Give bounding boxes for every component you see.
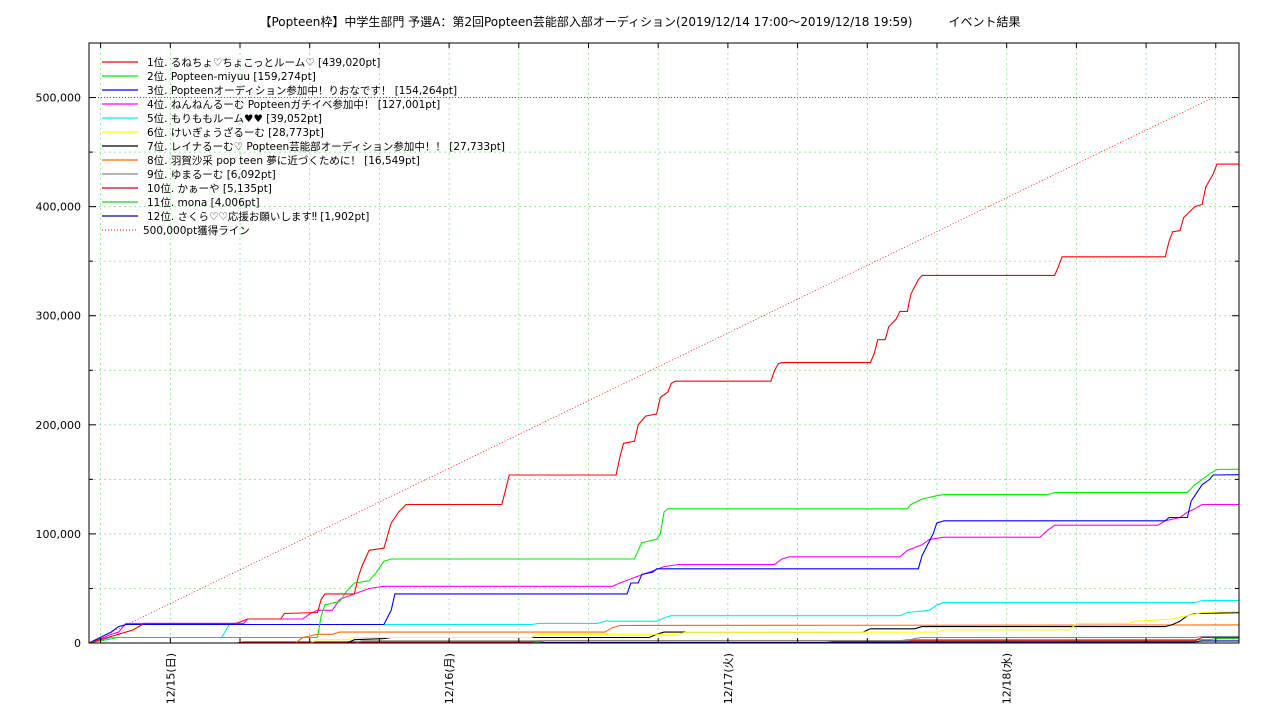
axis-ticks: 0 100,000 200,000 300,000 400,000 500,000 12/1…	[36, 43, 1239, 704]
chart-title: 【Popteen枠】中学生部門 予選A：第2回Popteen芸能部入部オーディシ…	[259, 15, 1021, 29]
legend-entry: 1位. るねちょ♡ちょこっとルーム♡ [439,020pt]	[147, 56, 380, 69]
series-line	[88, 468, 1240, 644]
y-tick-label: 400,000	[36, 201, 82, 214]
legend-entry: 6位. けいぎょうざるーむ [28,773pt]	[147, 126, 324, 139]
legend-entry: 11位. mona [4,006pt]	[147, 196, 260, 209]
legend-entry: 3位. Popteenオーディション参加中！りおなです！ [154,264pt]	[147, 84, 457, 97]
grid	[89, 43, 1239, 643]
series-line	[89, 635, 1240, 644]
series-line	[89, 624, 1240, 644]
y-tick-label: 0	[74, 637, 81, 650]
x-tick-label: 12/18(水)	[1001, 653, 1014, 704]
target-line-pace	[88, 97, 1214, 644]
legend-entry: 12位. さくら♡♡応援お願いします‼ [1,902pt]	[147, 210, 369, 223]
x-tick-label: 12/15(日)	[164, 653, 177, 704]
target-line	[88, 97, 1239, 644]
y-tick-label: 500,000	[36, 92, 82, 105]
series-line	[88, 599, 1240, 644]
x-tick-label: 12/16(月)	[443, 653, 456, 704]
legend: 1位. るねちょ♡ちょこっとルーム♡ [439,020pt]2位. Poptee…	[102, 56, 505, 237]
plot-frame	[88, 42, 1240, 644]
series-line	[88, 503, 1239, 644]
series-line	[88, 163, 1239, 644]
legend-entry: 10位. かぁーや [5,135pt]	[147, 182, 272, 195]
series-lines	[88, 163, 1240, 644]
y-tick-label: 300,000	[36, 310, 82, 323]
x-tick-label: 12/17(火)	[722, 653, 735, 704]
legend-entry: 2位. Popteen-miyuu [159,274pt]	[147, 70, 316, 83]
y-tick-label: 200,000	[36, 419, 82, 432]
y-tick-label: 100,000	[36, 528, 82, 541]
series-line	[89, 612, 1240, 644]
legend-entry: 8位. 羽賀沙采 pop teen 夢に近づくために！ [16,549pt]	[147, 154, 420, 167]
series-line	[88, 474, 1240, 644]
legend-entry: 4位. ねんねんるーむ Popteenガチイベ参加中！ [127,001pt]	[147, 98, 440, 111]
legend-entry: 7位. レイナるーむ♡ Popteen芸能部オーディション参加中！！ [27,7…	[147, 140, 505, 153]
legend-entry-target: 500,000pt獲得ライン	[143, 224, 250, 237]
legend-entry: 9位. ゆまるーむ [6,092pt]	[147, 168, 276, 181]
legend-entry: 5位. もりももルーム♥♥ [39,052pt]	[147, 112, 322, 125]
series-line	[89, 611, 1240, 644]
